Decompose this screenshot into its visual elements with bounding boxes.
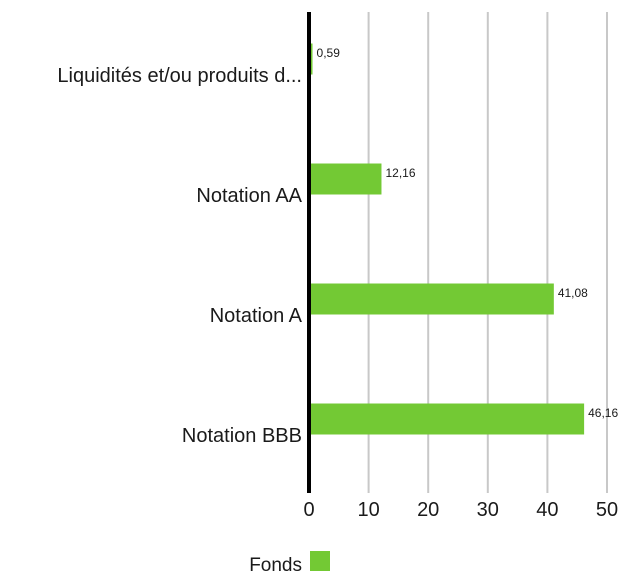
category-label: Notation AA	[196, 185, 302, 207]
bar	[309, 283, 554, 315]
x-tick-label: 50	[596, 499, 618, 521]
bars	[309, 43, 585, 435]
x-tick-label: 40	[536, 499, 558, 521]
category-labels: Liquidités et/ou produits d... Notation A…	[57, 65, 302, 447]
data-label: 46,16	[588, 406, 618, 420]
category-label: Notation A	[210, 305, 303, 327]
category-label: Notation BBB	[182, 425, 302, 447]
data-label: 12,16	[385, 166, 415, 180]
x-tick-label: 0	[303, 499, 314, 521]
data-labels: 0,59 12,16 41,08 46,16	[317, 46, 619, 420]
bar	[309, 403, 585, 435]
legend-label: Fonds	[249, 555, 302, 572]
category-label: Liquidités et/ou produits d...	[57, 65, 302, 87]
data-label: 41,08	[558, 286, 588, 300]
x-tick-labels: 0 10 20 30 40 50	[303, 499, 618, 521]
data-label: 0,59	[317, 46, 341, 60]
x-tick-label: 10	[357, 499, 379, 521]
x-tick-label: 30	[477, 499, 499, 521]
x-tick-label: 20	[417, 499, 439, 521]
legend-swatch	[310, 551, 330, 571]
legend: Fonds	[249, 551, 330, 572]
bar	[309, 163, 382, 195]
